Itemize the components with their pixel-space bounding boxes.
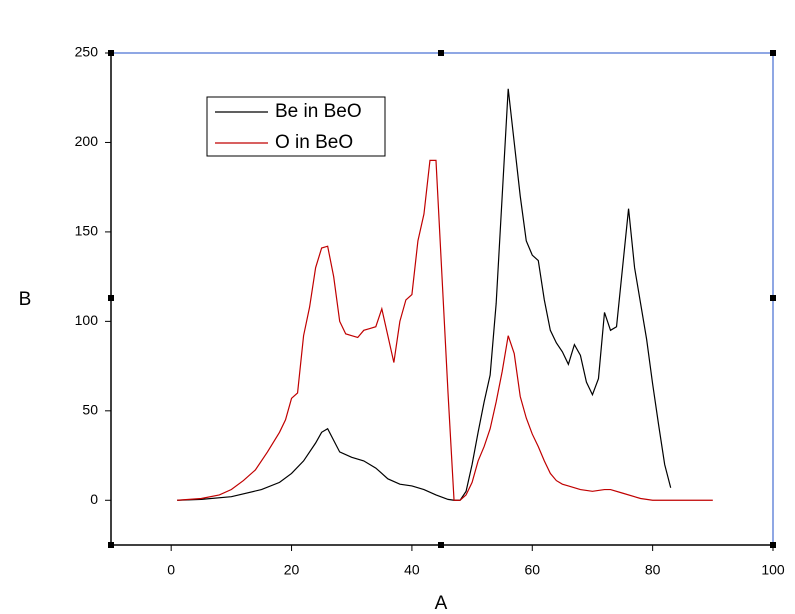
x-tick-label: 60 — [524, 562, 540, 578]
y-tick-label: 250 — [75, 44, 99, 60]
y-tick-label: 50 — [82, 402, 98, 418]
x-tick-label: 100 — [761, 562, 785, 578]
y-tick-label: 0 — [90, 491, 98, 507]
y-tick-label: 100 — [75, 312, 99, 328]
y-axis-title: B — [19, 289, 32, 310]
legend-label: O in BeO — [275, 132, 353, 153]
x-tick-label: 20 — [284, 562, 300, 578]
x-axis-title: A — [435, 593, 448, 614]
x-tick-label: 40 — [404, 562, 420, 578]
series-line — [177, 159, 713, 501]
y-tick-label: 200 — [75, 133, 99, 149]
legend-label: Be in BeO — [275, 101, 362, 122]
series-line — [177, 88, 672, 501]
x-tick-label: 0 — [167, 562, 175, 578]
x-tick-label: 80 — [645, 562, 661, 578]
legend-box — [206, 96, 386, 157]
y-tick-label: 150 — [75, 223, 99, 239]
